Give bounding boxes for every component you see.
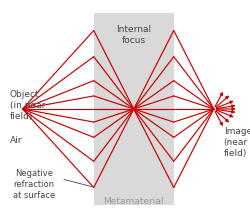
Bar — [94, 13, 174, 205]
Text: Negative
refraction
at surface: Negative refraction at surface — [12, 169, 55, 200]
Text: Internal
focus: Internal focus — [116, 25, 151, 45]
Text: Object
(in near
field): Object (in near field) — [10, 90, 46, 121]
Text: Metamaterial: Metamaterial — [104, 197, 164, 206]
Text: Image
(near
field): Image (near field) — [224, 127, 250, 158]
Text: Air: Air — [10, 136, 22, 145]
